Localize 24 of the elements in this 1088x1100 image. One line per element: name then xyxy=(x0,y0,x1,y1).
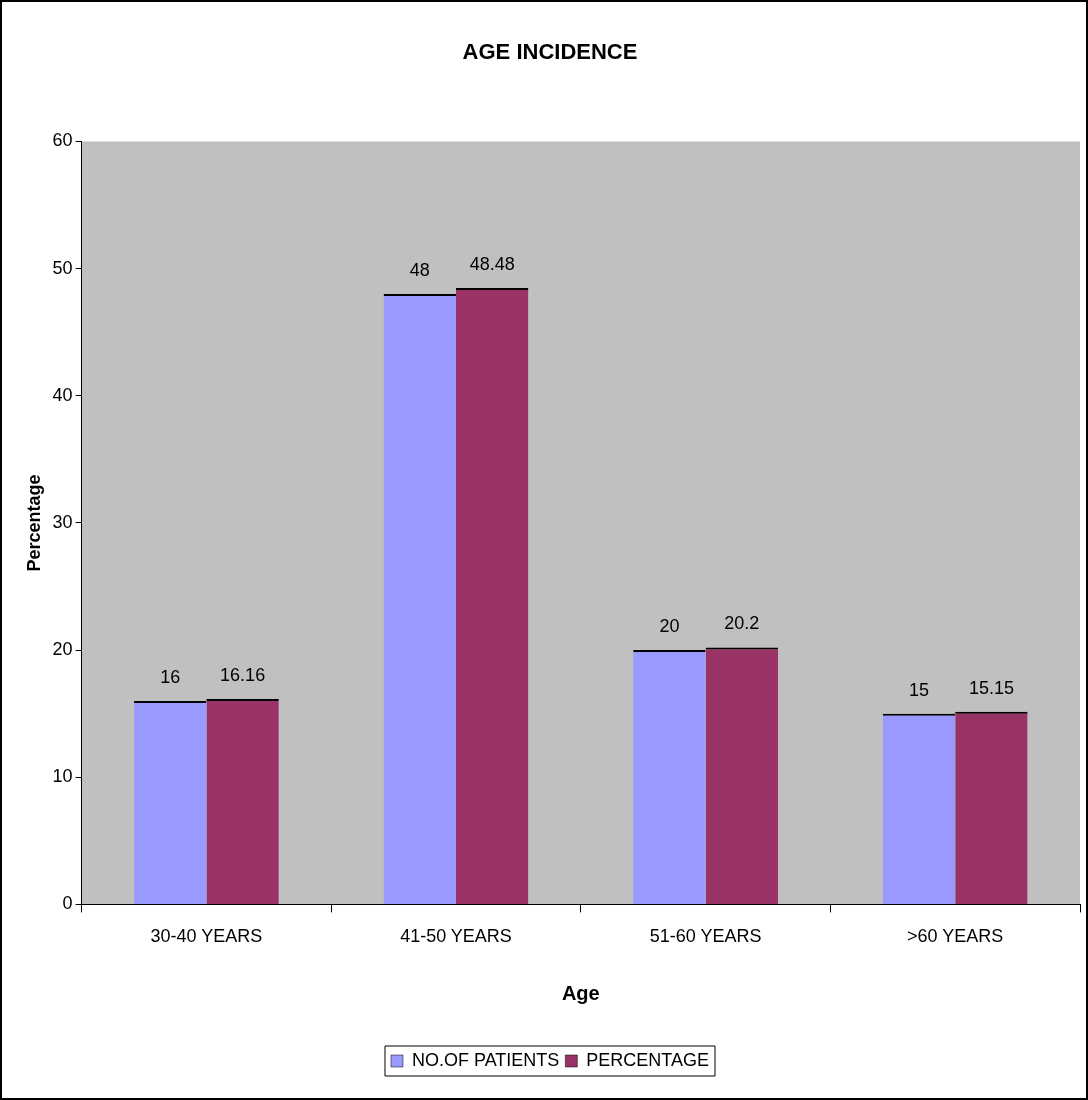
y-axis-title: Percentage xyxy=(23,474,44,572)
data-label: 48 xyxy=(409,259,430,280)
x-axis-title: Age xyxy=(561,981,600,1004)
y-tick-label: 20 xyxy=(52,639,73,660)
data-label: 15 xyxy=(909,679,930,700)
y-tick-label: 50 xyxy=(52,257,73,278)
data-label: 48.48 xyxy=(469,253,515,274)
data-label: 16.16 xyxy=(220,664,266,685)
data-label: 20 xyxy=(659,616,680,637)
legend-label: NO.OF PATIENTS xyxy=(411,1049,560,1070)
data-label: 20.2 xyxy=(724,613,760,634)
data-label: 16 xyxy=(160,666,181,687)
y-tick-label: 0 xyxy=(62,893,73,914)
x-tick-label: 30-40 YEARS xyxy=(150,926,263,947)
x-tick-label: >60 YEARS xyxy=(907,926,1004,947)
y-tick-label: 10 xyxy=(52,766,73,787)
x-tick-label: 41-50 YEARS xyxy=(400,926,512,947)
chart-title: AGE INCIDENCE xyxy=(462,39,638,65)
data-label: 15.15 xyxy=(968,677,1014,698)
y-tick-label: 30 xyxy=(52,511,73,532)
y-tick-label: 40 xyxy=(52,384,73,405)
legend-label: PERCENTAGE xyxy=(586,1049,710,1070)
x-tick-label: 51-60 YEARS xyxy=(649,926,762,947)
y-tick-label: 60 xyxy=(52,130,73,151)
